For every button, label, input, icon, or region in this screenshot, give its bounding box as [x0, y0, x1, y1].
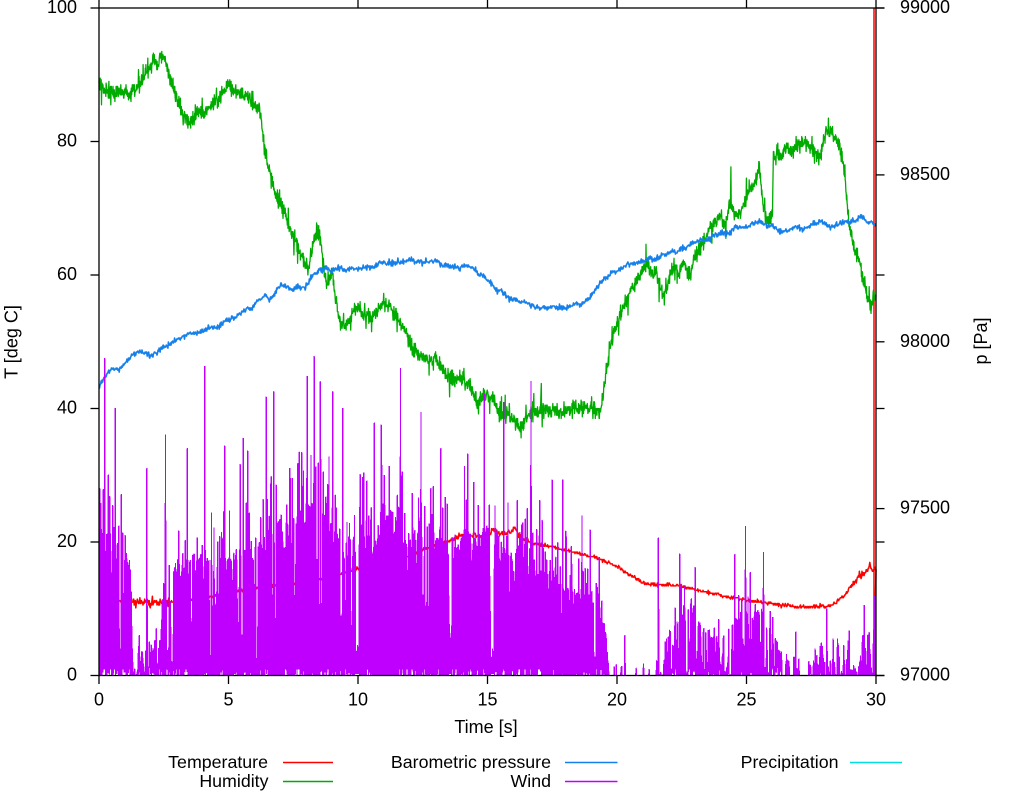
svg-text:Temperature: Temperature — [168, 752, 268, 772]
svg-text:97000: 97000 — [900, 665, 950, 685]
svg-text:98000: 98000 — [900, 331, 950, 351]
svg-text:20: 20 — [57, 531, 77, 551]
svg-text:p [Pa]: p [Pa] — [971, 317, 991, 364]
svg-text:98500: 98500 — [900, 164, 950, 184]
svg-text:Barometric pressure: Barometric pressure — [391, 752, 551, 772]
svg-text:25: 25 — [736, 690, 756, 710]
svg-text:20: 20 — [607, 690, 627, 710]
svg-text:60: 60 — [57, 264, 77, 284]
svg-text:Wind: Wind — [510, 771, 551, 791]
svg-text:Precipitation: Precipitation — [741, 752, 839, 772]
svg-text:10: 10 — [348, 690, 368, 710]
svg-text:80: 80 — [57, 131, 77, 151]
svg-text:30: 30 — [866, 690, 886, 710]
svg-text:97500: 97500 — [900, 498, 950, 518]
svg-text:0: 0 — [94, 690, 104, 710]
svg-text:15: 15 — [477, 690, 497, 710]
svg-text:Time [s]: Time [s] — [454, 717, 517, 737]
svg-text:T [deg C]: T [deg C] — [2, 305, 22, 379]
svg-text:Humidity: Humidity — [199, 771, 268, 791]
svg-text:0: 0 — [67, 665, 77, 685]
svg-text:99000: 99000 — [900, 0, 950, 17]
svg-text:40: 40 — [57, 398, 77, 418]
svg-text:5: 5 — [223, 690, 233, 710]
svg-text:100: 100 — [47, 0, 77, 17]
